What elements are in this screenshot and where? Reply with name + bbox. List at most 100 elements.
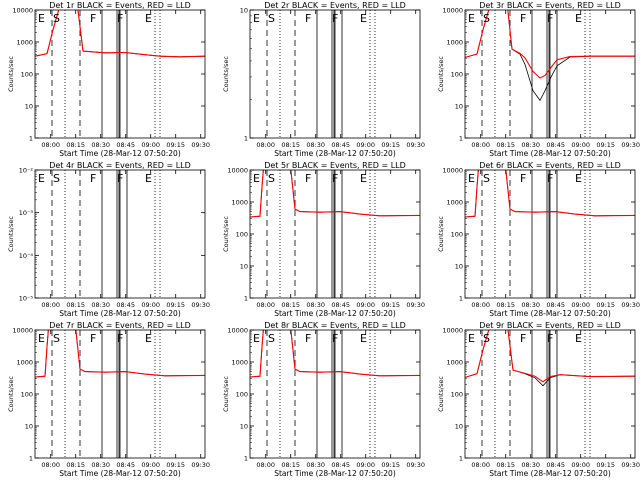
panel-title: Det 6r BLACK = Events, RED = LLD xyxy=(479,161,621,170)
event-lines xyxy=(481,10,591,138)
event-lines xyxy=(51,10,161,138)
panel-title: Det 1r BLACK = Events, RED = LLD xyxy=(49,1,191,10)
marker-label: E xyxy=(575,172,582,185)
x-axis-label: Start Time (28-Mar-12 07:50:20) xyxy=(59,469,181,478)
y-tick-label: 10⁻² xyxy=(19,167,34,175)
panel-title: Det 5r BLACK = Events, RED = LLD xyxy=(264,161,406,170)
series-group xyxy=(250,330,420,378)
marker-label: E xyxy=(38,332,45,345)
y-tick-label: 1000 xyxy=(446,39,463,47)
x-tick-label: 08:15 xyxy=(281,301,300,309)
x-tick-label: 09:30 xyxy=(191,301,210,309)
series-group xyxy=(250,170,420,218)
y-tick-label: 10 xyxy=(25,423,33,431)
x-tick-label: 09:15 xyxy=(596,141,615,149)
marker-label: F xyxy=(90,12,96,25)
x-tick-label: 08:15 xyxy=(281,141,300,149)
y-axis-label: Counts/sec xyxy=(437,56,445,92)
marker-label: F xyxy=(90,172,96,185)
event-lines xyxy=(481,330,591,458)
x-tick-label: 08:15 xyxy=(66,141,85,149)
series-lld xyxy=(465,170,635,218)
y-tick-label: 1 xyxy=(459,295,463,303)
marker-label: E xyxy=(38,12,45,25)
y-tick-label: 1000 xyxy=(446,199,463,207)
y-tick-label: 1 xyxy=(29,135,33,143)
x-tick-label: 09:00 xyxy=(356,141,375,149)
series-lld xyxy=(35,10,205,58)
y-tick-label: 10000 xyxy=(442,7,463,15)
x-tick-label: 09:00 xyxy=(571,301,590,309)
y-axis-label: Counts/sec xyxy=(7,216,15,252)
x-tick-label: 09:15 xyxy=(166,301,185,309)
x-tick-label: 09:15 xyxy=(596,461,615,469)
y-tick-label: 10000 xyxy=(442,167,463,175)
panel-title: Det 8r BLACK = Events, RED = LLD xyxy=(264,321,406,330)
series-group xyxy=(465,330,635,387)
marker-label: S xyxy=(268,12,275,25)
y-tick-label: 1 xyxy=(459,135,463,143)
marker-label: E xyxy=(145,172,152,185)
series-group xyxy=(465,10,635,102)
y-tick-label: 1 xyxy=(459,455,463,463)
y-tick-label: 10⁻⁴ xyxy=(19,252,34,260)
panel-title: Det 2r BLACK = Events, RED = LLD xyxy=(264,1,406,10)
x-tick-label: 08:30 xyxy=(521,301,540,309)
event-lines xyxy=(266,10,376,138)
y-tick-label: 10000 xyxy=(12,327,33,335)
x-tick-label: 09:15 xyxy=(381,301,400,309)
marker-label: F xyxy=(305,332,311,345)
marker-label: E xyxy=(253,172,260,185)
y-tick-label: 100 xyxy=(236,391,248,399)
marker-label: F xyxy=(305,172,311,185)
x-tick-label: 08:45 xyxy=(331,141,350,149)
x-tick-label: 08:00 xyxy=(256,301,275,309)
panel-title: Det 3r BLACK = Events, RED = LLD xyxy=(479,1,621,10)
x-axis-label: Start Time (28-Mar-12 07:50:20) xyxy=(274,149,396,158)
y-tick-label: 100 xyxy=(451,71,463,79)
x-tick-label: 08:45 xyxy=(116,301,135,309)
x-tick-label: 08:00 xyxy=(471,141,490,149)
series-lld xyxy=(465,10,635,79)
x-tick-label: 08:45 xyxy=(331,461,350,469)
marker-label: E xyxy=(360,172,367,185)
y-tick-label: 100 xyxy=(21,71,33,79)
y-axis-label: Counts/sec xyxy=(222,56,230,92)
event-lines xyxy=(266,170,376,298)
y-tick-label: 1000 xyxy=(446,359,463,367)
marker-label: F xyxy=(117,172,123,185)
x-tick-label: 08:45 xyxy=(116,141,135,149)
panel-title: Det 9r BLACK = Events, RED = LLD xyxy=(479,321,621,330)
x-tick-label: 08:45 xyxy=(546,141,565,149)
marker-label: S xyxy=(483,172,490,185)
marker-label: E xyxy=(253,332,260,345)
marker-label: E xyxy=(575,12,582,25)
marker-label: E xyxy=(468,332,475,345)
event-lines xyxy=(266,330,376,458)
series-lld xyxy=(250,330,420,378)
x-tick-label: 08:30 xyxy=(306,461,325,469)
x-tick-label: 08:30 xyxy=(91,141,110,149)
y-axis-label: Counts/sec xyxy=(437,216,445,252)
x-tick-label: 08:15 xyxy=(496,301,515,309)
y-axis-label: Counts/sec xyxy=(7,376,15,412)
marker-label: S xyxy=(268,172,275,185)
x-tick-label: 09:00 xyxy=(141,301,160,309)
y-tick-label: 10 xyxy=(240,423,248,431)
y-tick-label: 100 xyxy=(236,231,248,239)
series-lld xyxy=(465,330,635,383)
x-tick-label: 09:15 xyxy=(381,461,400,469)
y-axis-label: Counts/sec xyxy=(222,376,230,412)
x-tick-label: 09:30 xyxy=(406,301,425,309)
x-tick-label: 09:00 xyxy=(571,461,590,469)
x-tick-label: 09:30 xyxy=(191,461,210,469)
x-tick-label: 09:30 xyxy=(406,461,425,469)
plot-frame xyxy=(34,169,206,299)
marker-label: E xyxy=(253,12,260,25)
